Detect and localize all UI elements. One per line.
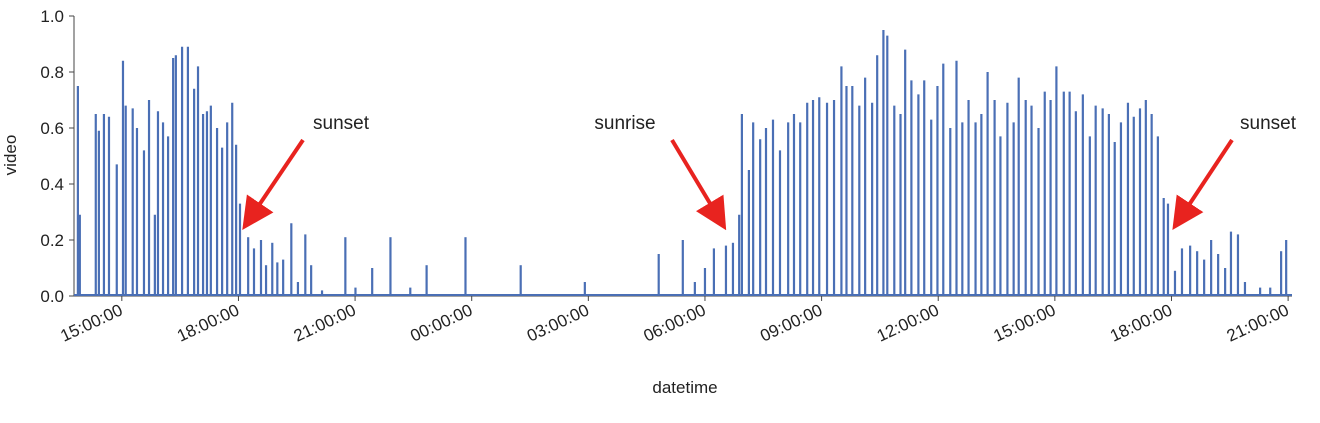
x-tick-label: 15:00:00 [991,300,1059,345]
arrow [242,138,305,230]
x-tick-label: 00:00:00 [407,300,475,345]
x-tick-label: 18:00:00 [1107,300,1175,345]
y-tick-label: 0.2 [40,231,64,250]
arrow [670,138,727,231]
x-tick-label: 03:00:00 [524,300,592,345]
annotation: sunset [313,113,370,134]
x-tick-label: 09:00:00 [757,300,825,345]
x-tick-label: 06:00:00 [641,300,709,345]
y-tick-label: 0.0 [40,287,64,306]
x-axis-label: datetime [652,378,717,397]
x-tick-label: 21:00:00 [291,300,359,345]
annotation: sunset [1240,113,1297,134]
x-tick-label: 15:00:00 [57,300,125,345]
plot-area: 0.0 0.2 0.4 0.6 0.8 1.0 15:00:00 18:00:00 21:00:… [40,7,1292,346]
y-tick-label: 0.8 [40,63,64,82]
y-tick-label: 0.6 [40,119,64,138]
y-tick-label: 1.0 [40,7,64,26]
arrow [1172,138,1234,231]
x-tick-label: 21:00:00 [1224,300,1292,345]
y-axis-label: video [1,135,20,176]
x-tick-label: 18:00:00 [174,300,242,345]
annotation: sunrise [594,113,655,134]
y-tick-label: 0.4 [40,175,64,194]
x-tick-label: 12:00:00 [874,300,942,345]
